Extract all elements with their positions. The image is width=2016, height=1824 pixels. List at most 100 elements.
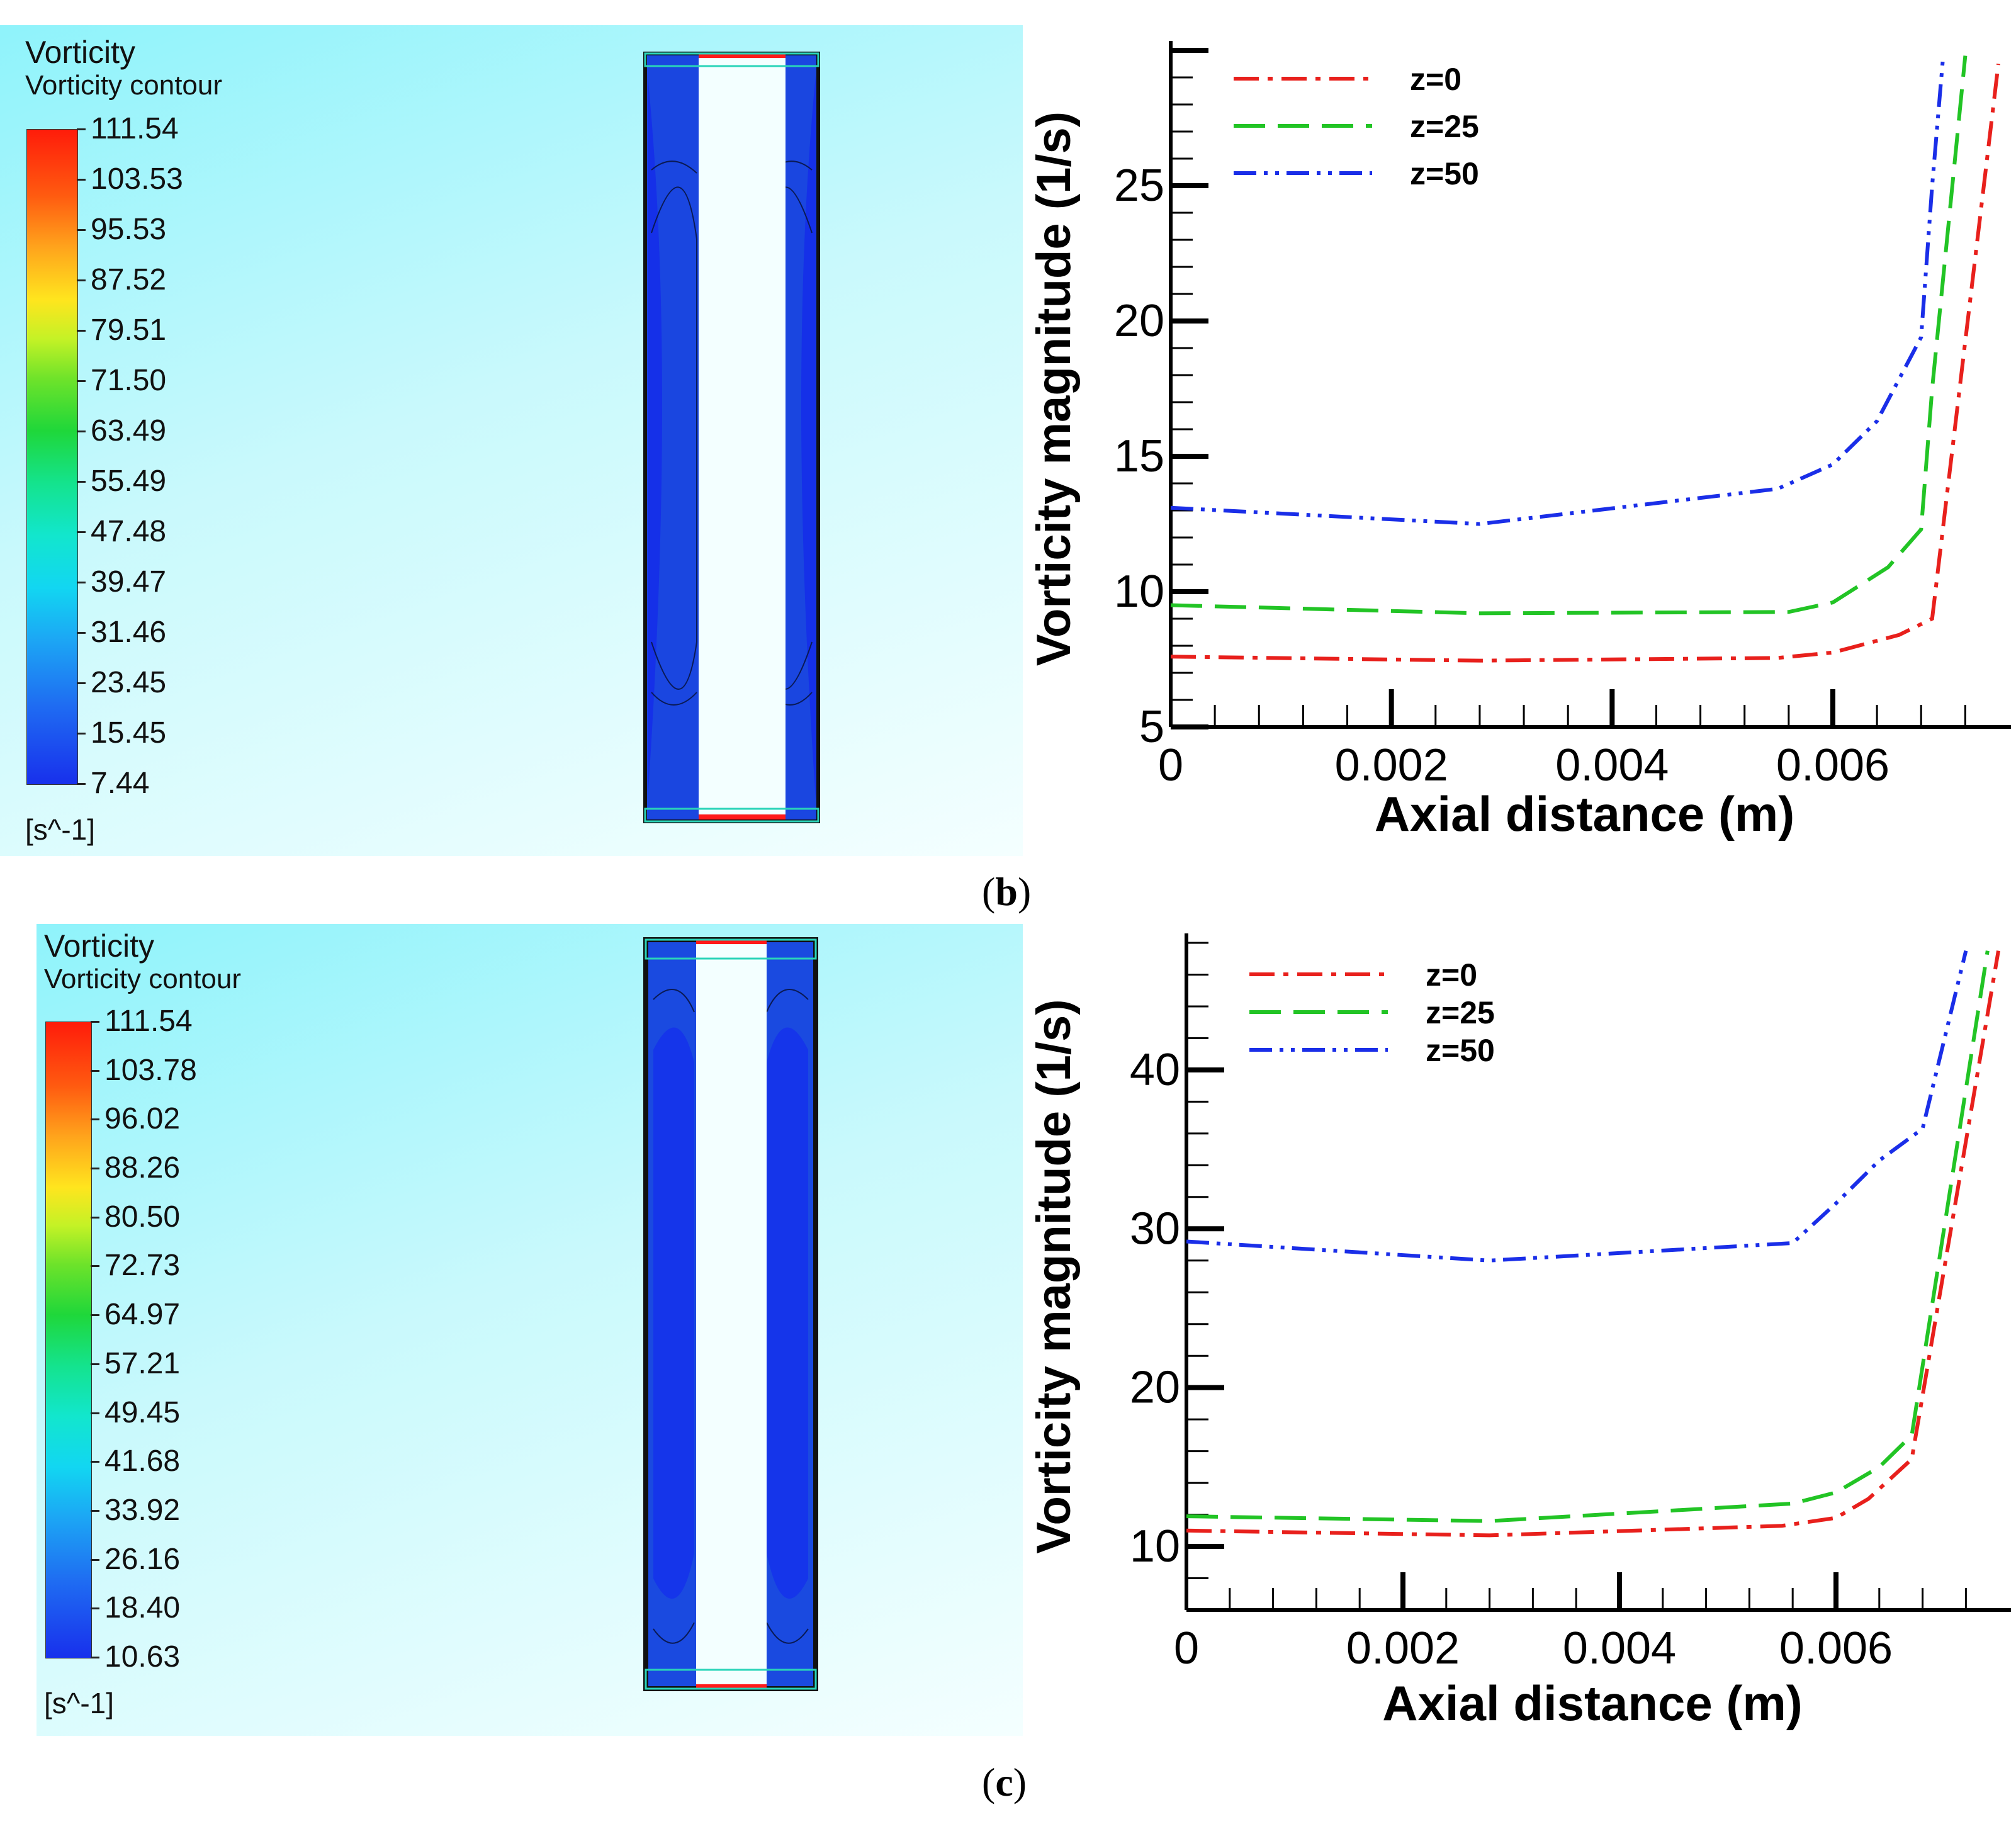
colorbar-tick <box>91 1558 99 1561</box>
colorbar-tick-label: 33.92 <box>104 1493 181 1527</box>
colorbar-tick <box>91 1461 99 1463</box>
series-line-z=50 <box>1186 950 1968 1263</box>
colorbar-tick <box>77 279 86 281</box>
colorbar-tick <box>91 1363 99 1365</box>
colorbar-tick-label: 111.54 <box>91 112 179 145</box>
colorbar-tick <box>91 1314 99 1317</box>
colorbar-tick <box>77 380 86 382</box>
x-tick-label: 0.004 <box>1555 740 1669 791</box>
colorbar-tick-label: 71.50 <box>91 364 167 397</box>
y-axis-label: Vorticity magnitude (1/s) <box>1027 999 1081 1553</box>
colorbar-tick-label: 95.53 <box>91 213 167 246</box>
colorbar-tick-label: 72.73 <box>104 1249 181 1283</box>
colorbar-tick <box>91 1265 99 1268</box>
y-tick-label: 25 <box>1114 160 1164 211</box>
line-chart-b: 0 0.002 0.004 0.006 5 10 15 20 25 Axial distance … <box>1027 41 2011 842</box>
legend-label: z=0 <box>1410 62 1461 97</box>
colorbar-tick-label: 63.49 <box>91 414 167 448</box>
series-line-z=50 <box>1170 55 1946 526</box>
colorbar-tick <box>91 1657 99 1658</box>
colorbar-tick-label: 111.54 <box>104 1005 193 1038</box>
colorbar-tick <box>77 733 86 735</box>
colorbar-tick-label: 49.45 <box>104 1395 181 1429</box>
y-tick-label: 30 <box>1130 1203 1180 1254</box>
contour-subtitle: Vorticity contour <box>25 70 223 101</box>
legend-label: z=50 <box>1426 1033 1495 1068</box>
colorbar-tick <box>91 1168 99 1170</box>
contour-subtitle: Vorticity contour <box>44 964 242 994</box>
contour-title: Vorticity <box>25 35 136 70</box>
colorbar-tick-label: 7.44 <box>91 767 150 800</box>
series-line-z=25 <box>1170 55 1968 616</box>
y-axis-label: Vorticity magnitude (1/s) <box>1027 111 1081 666</box>
figure-caption-b: (b) <box>982 869 1032 914</box>
x-tick-label: 0 <box>1174 1623 1199 1674</box>
y-tick-label: 10 <box>1114 566 1164 617</box>
colorbar-tick <box>77 128 86 130</box>
colorbar-tick-label: 96.02 <box>104 1102 181 1136</box>
colorbar <box>26 129 78 785</box>
colorbar-tick <box>77 481 86 483</box>
caption-letter: b <box>995 869 1018 914</box>
y-tick-label: 20 <box>1130 1363 1180 1413</box>
colorbar-tick <box>77 682 86 684</box>
line-chart-c: 0 0.002 0.004 0.006 10 20 30 40 Axial distance (… <box>1027 933 2011 1731</box>
colorbar-tick-label: 39.47 <box>91 565 167 599</box>
x-tick-label: 0.006 <box>1776 740 1889 791</box>
colorbar-tick <box>91 1216 99 1219</box>
colorbar-tick-label: 87.52 <box>91 263 167 296</box>
colorbar-tick-label: 10.63 <box>104 1640 181 1674</box>
colorbar-tick-label: 23.45 <box>91 666 167 699</box>
series-line-z=25 <box>1186 950 1990 1523</box>
colorbar <box>45 1022 92 1658</box>
y-tick-label: 20 <box>1114 296 1164 346</box>
x-tick-label: 0 <box>1158 740 1183 791</box>
colorbar-tick <box>77 582 86 583</box>
colorbar-tick-label: 26.16 <box>104 1542 181 1576</box>
contour-title: Vorticity <box>44 928 155 964</box>
y-tick-label: 5 <box>1139 702 1164 752</box>
colorbar-tick <box>91 1118 99 1121</box>
colorbar-tick <box>91 1021 99 1023</box>
colorbar-tick-label: 88.26 <box>104 1151 181 1185</box>
x-axis-label: Axial distance (m) <box>1382 1675 1803 1731</box>
colorbar-tick-label: 55.49 <box>91 464 167 498</box>
colorbar-tick <box>91 1607 99 1610</box>
colorbar-tick <box>77 632 86 634</box>
colorbar-unit: [s^-1] <box>44 1687 115 1720</box>
colorbar-tick <box>77 229 86 231</box>
colorbar-tick <box>77 531 86 533</box>
legend-label: z=0 <box>1426 957 1477 993</box>
contour-panel-b: Vorticity Vorticity contour 111.54 103.53… <box>0 25 1023 856</box>
colorbar-tick-label: 47.48 <box>91 515 167 548</box>
colorbar-tick <box>91 1509 99 1512</box>
x-tick-label: 0.002 <box>1335 740 1448 791</box>
colorbar-tick-label: 18.40 <box>104 1591 181 1625</box>
y-tick-label: 10 <box>1130 1521 1180 1572</box>
colorbar-tick <box>77 179 86 181</box>
figure-caption-c: (c) <box>982 1760 1027 1804</box>
series-line-z=0 <box>1186 950 2000 1538</box>
colorbar-tick-label: 41.68 <box>104 1444 181 1478</box>
colorbar-tick-label: 80.50 <box>104 1200 181 1234</box>
colorbar-tick <box>77 783 86 785</box>
x-tick-label: 0.002 <box>1346 1623 1460 1674</box>
x-axis-label: Axial distance (m) <box>1375 786 1795 842</box>
x-tick-label: 0.004 <box>1563 1623 1676 1674</box>
y-tick-label: 15 <box>1114 431 1164 481</box>
legend-label: z=25 <box>1426 995 1495 1030</box>
vorticity-contour-c <box>643 937 818 1691</box>
colorbar-tick-label: 64.97 <box>104 1298 181 1332</box>
legend-label: z=25 <box>1410 109 1479 144</box>
colorbar-tick-label: 57.21 <box>104 1346 181 1380</box>
colorbar-tick-label: 31.46 <box>91 616 167 649</box>
colorbar-tick <box>77 330 86 332</box>
colorbar-tick-label: 15.45 <box>91 716 167 750</box>
colorbar-tick-label: 103.78 <box>104 1053 197 1087</box>
vorticity-contour-b <box>643 52 820 823</box>
x-tick-label: 0.006 <box>1779 1623 1893 1674</box>
colorbar-tick <box>91 1412 99 1414</box>
colorbar-tick-label: 79.51 <box>91 313 167 347</box>
colorbar-tick <box>91 1069 99 1072</box>
colorbar-tick <box>77 431 86 432</box>
